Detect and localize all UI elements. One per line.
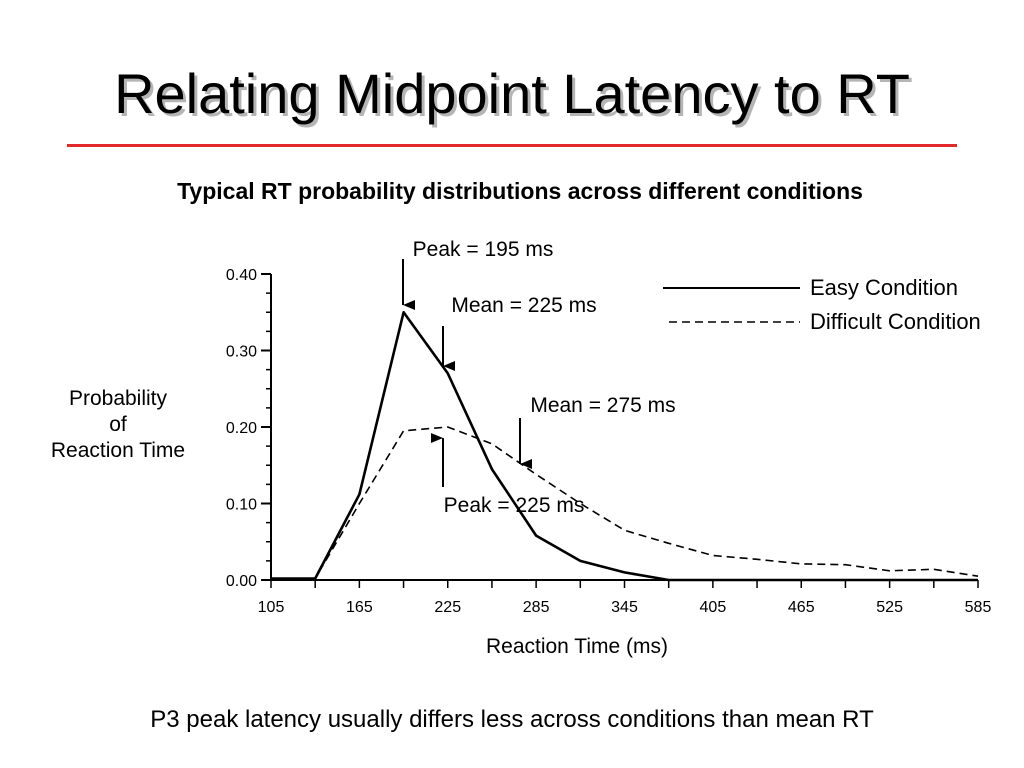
chart-legend: Easy Condition Difficult Condition xyxy=(663,275,981,334)
y-tick-label: 0.40 xyxy=(226,267,257,284)
footer-note: P3 peak latency usually differs less acr… xyxy=(150,706,874,733)
x-tick-label: 585 xyxy=(965,599,992,616)
y-axis-label-line-1: Probability xyxy=(68,387,168,410)
annotation-label: Peak = 225 ms xyxy=(444,494,585,517)
chart-title: Typical RT probability distributions acr… xyxy=(177,178,863,204)
x-tick-label: 525 xyxy=(876,599,903,616)
legend-label: Difficult Condition xyxy=(810,309,981,334)
slide-title: Relating Midpoint Latency to RT xyxy=(114,62,910,125)
x-tick-label: 165 xyxy=(346,599,373,616)
x-tick-label: 345 xyxy=(611,599,638,616)
legend-label: Easy Condition xyxy=(810,275,958,300)
annotation-label: Peak = 195 ms xyxy=(413,238,554,261)
annotation-label: Mean = 225 ms xyxy=(451,294,596,317)
title-underline xyxy=(67,144,957,147)
easy-condition-line xyxy=(271,310,978,582)
annotation-layer: Peak = 195 ms Mean = 225 ms Mean = 275 ms P… xyxy=(402,238,676,517)
x-tick-label: 285 xyxy=(523,599,550,616)
y-axis-label-line-2: of xyxy=(109,413,127,436)
y-axis-label-line-3: Reaction Time xyxy=(50,439,186,462)
difficult-condition-line xyxy=(271,426,979,580)
x-tick-label: 465 xyxy=(788,599,815,616)
y-tick-label: 0.20 xyxy=(226,420,257,437)
y-tick-label: 0.10 xyxy=(226,497,257,514)
series-layer xyxy=(271,310,979,582)
y-axis-label: Probability of Reaction Time xyxy=(30,386,206,464)
x-axis-label: Reaction Time (ms) xyxy=(486,635,668,658)
y-tick-label: 0.00 xyxy=(226,573,257,590)
x-tick-label: 105 xyxy=(258,599,285,616)
annotation-label: Mean = 275 ms xyxy=(530,394,675,417)
x-tick-label: 225 xyxy=(434,599,461,616)
x-tick-label: 405 xyxy=(700,599,727,616)
y-tick-label: 0.30 xyxy=(226,344,257,361)
